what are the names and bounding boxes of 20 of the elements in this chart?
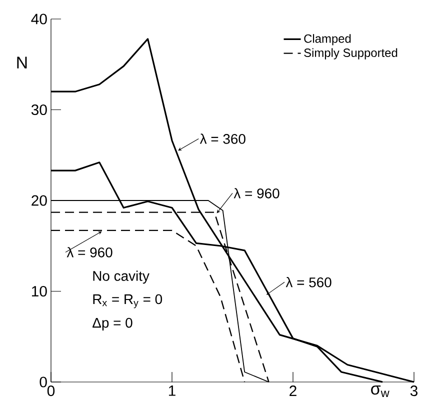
x-axis-title: σ$_{w}$ <box>371 386 390 398</box>
x-tick-label: 1 <box>168 386 176 396</box>
annotation: No cavity <box>93 270 150 284</box>
y-tick-label: 30 <box>31 104 47 116</box>
annotation: λ = 960 <box>234 188 280 198</box>
legend-label: Simply Supported <box>304 48 398 60</box>
legend-label: Clamped <box>304 34 351 46</box>
y-tick-label: 10 <box>32 286 47 297</box>
y-tick-label: 20 <box>32 195 47 206</box>
y-tick-label: 40 <box>31 14 47 24</box>
annotation: λ = 360 <box>200 134 246 144</box>
y-axis-title: N <box>17 56 27 68</box>
annotation: R$_{x}$ = R$_{y}$ = 0 <box>93 294 162 308</box>
y-tick-label: 0 <box>40 376 47 388</box>
annotation: Δp = 0 <box>92 318 132 330</box>
annotation: λ = 960 <box>66 247 112 258</box>
x-tick-label: 3 <box>410 386 418 396</box>
annotation: λ = 560 <box>286 277 332 288</box>
x-tick-label: 2 <box>290 386 296 396</box>
x-tick-label: 0 <box>47 386 55 396</box>
